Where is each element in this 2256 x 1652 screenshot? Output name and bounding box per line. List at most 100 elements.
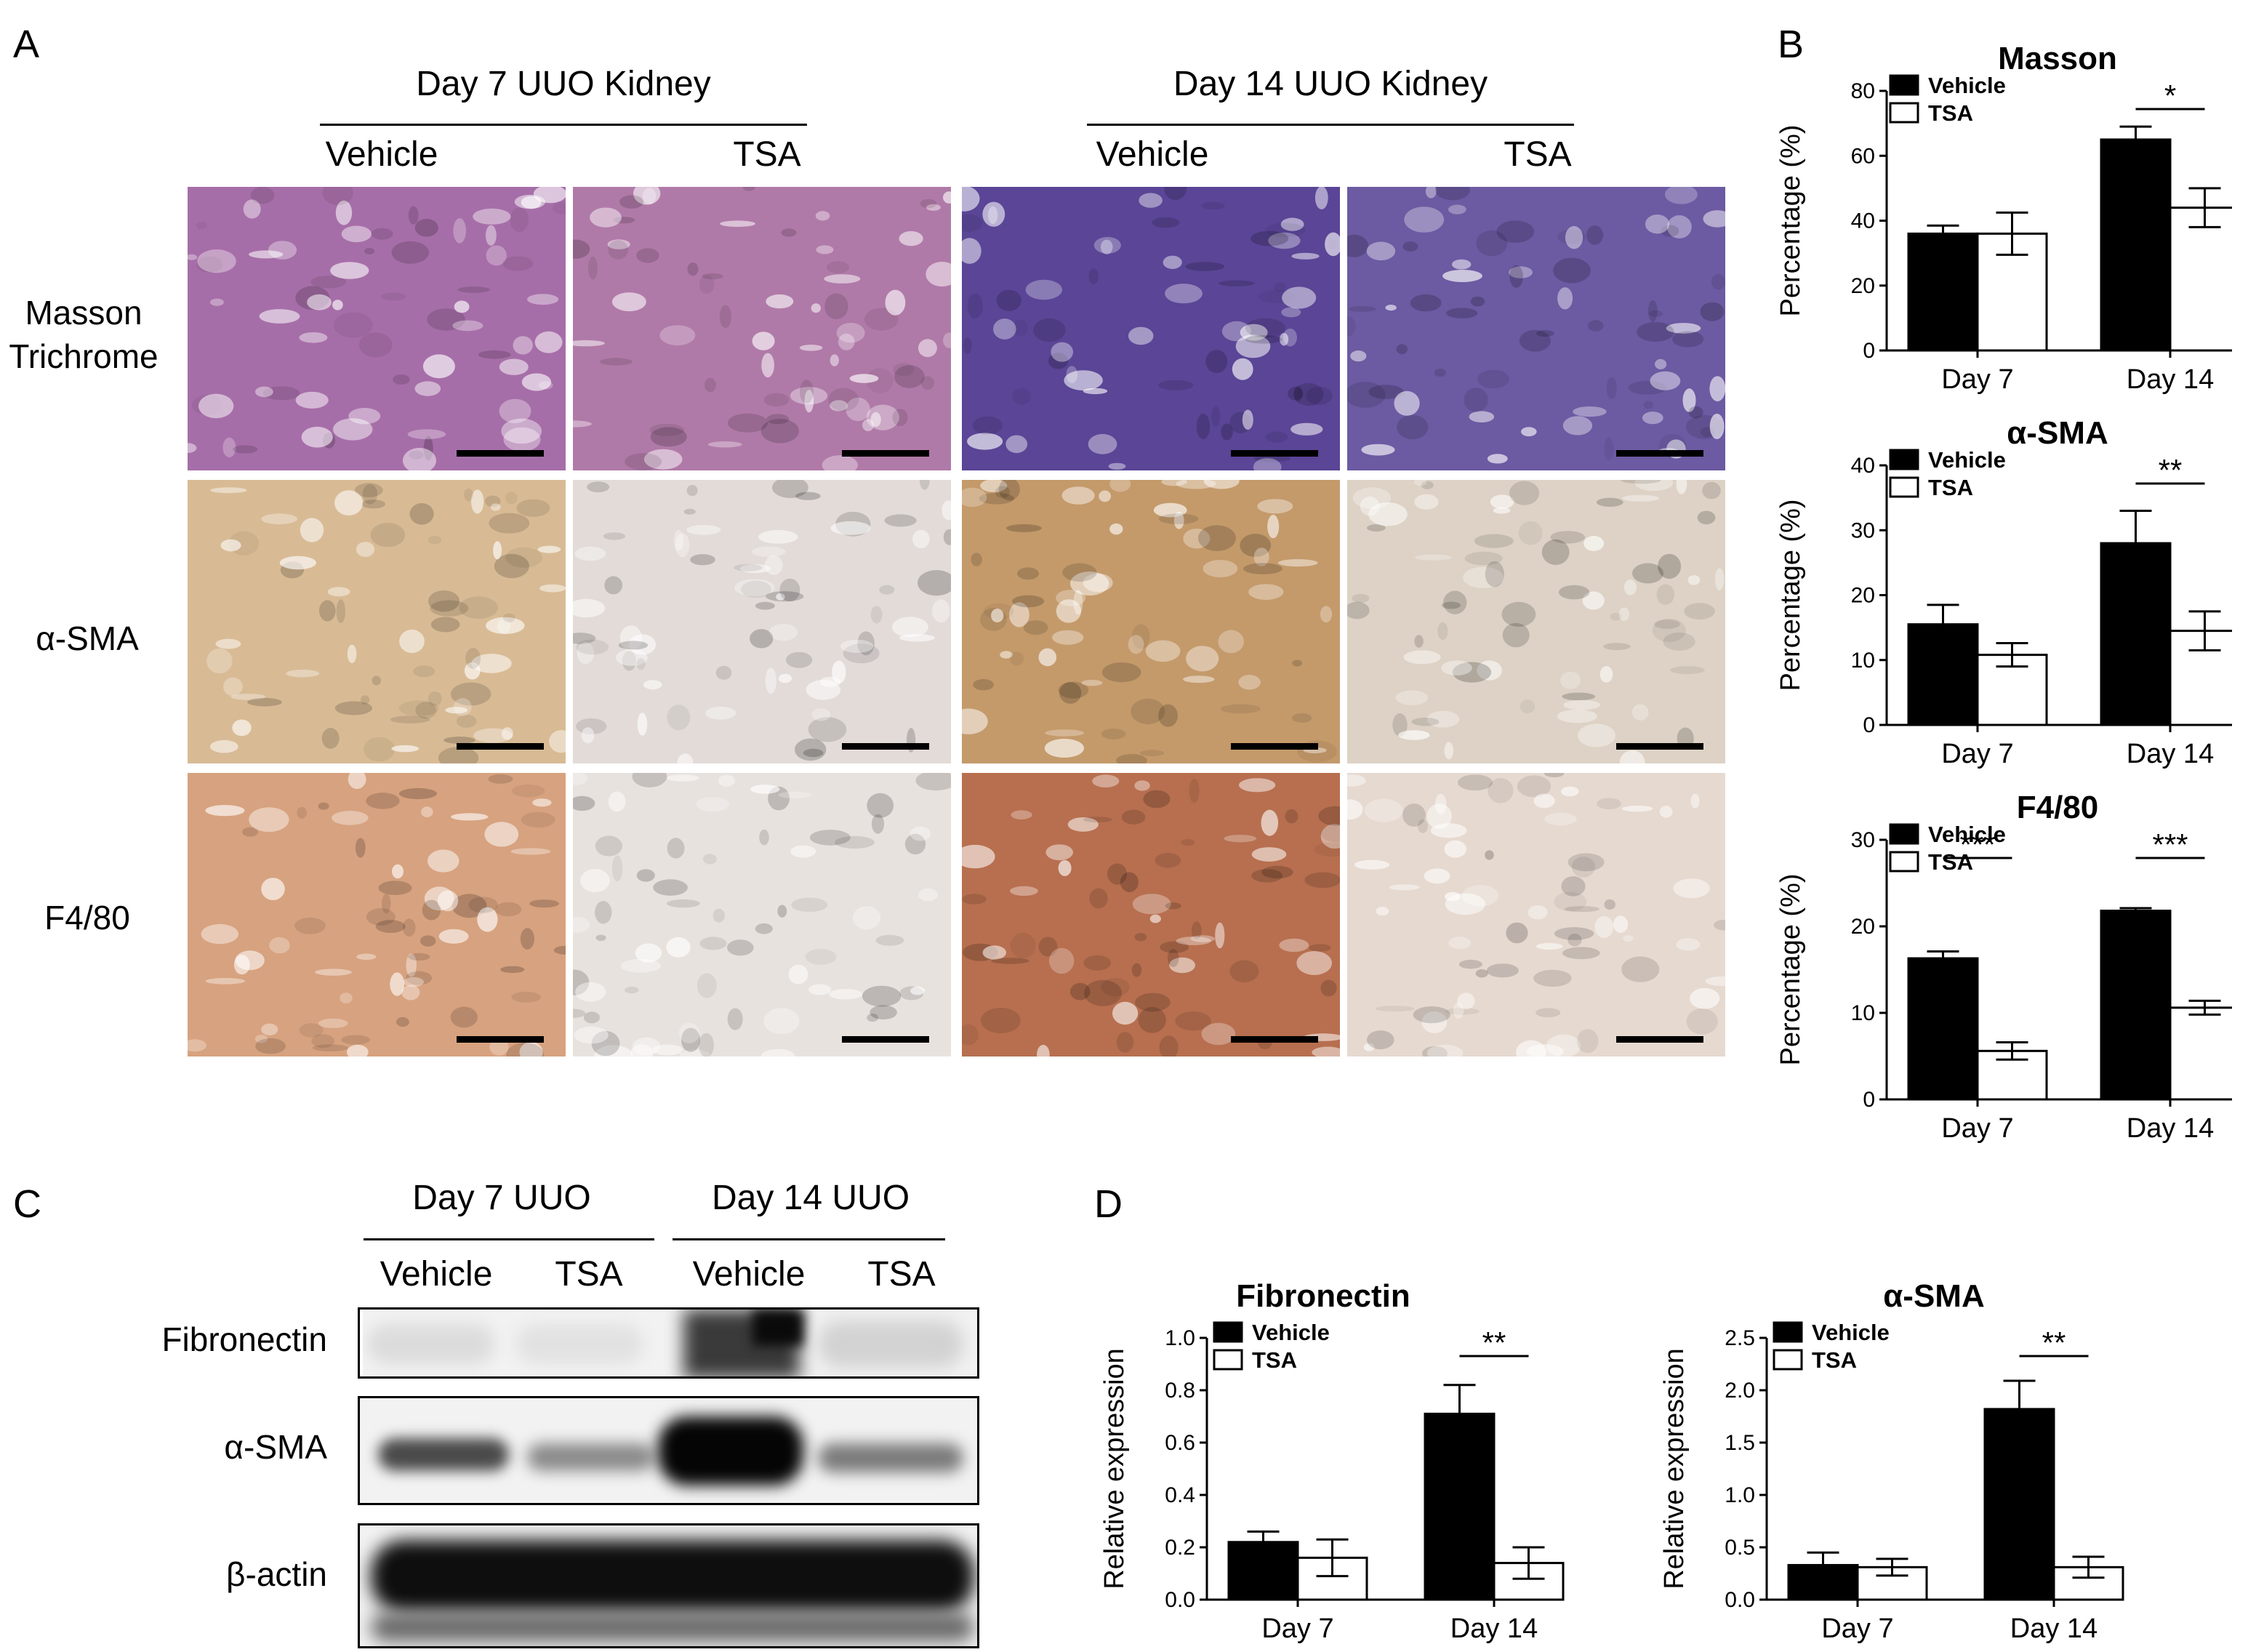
y-tick-label: 0 (1863, 713, 1875, 737)
y-axis-label: Relative expression (1099, 1348, 1130, 1589)
y-tick-label: 40 (1851, 454, 1875, 478)
scale-bar (457, 743, 544, 750)
col-header-tsa-day7: TSA (733, 135, 801, 174)
histology-tile-f480-tsa-day7 (573, 773, 951, 1056)
histology-tile-asma-vehicle-day14 (962, 480, 1340, 763)
y-tick-label: 30 (1851, 828, 1875, 852)
bar-vehicle-day7 (1227, 1541, 1299, 1601)
legend-swatch (1213, 1349, 1243, 1371)
legend-swatch (1773, 1321, 1803, 1343)
y-tick-label: 0.0 (1165, 1588, 1195, 1612)
wb-col-tsa-day7: TSA (555, 1255, 623, 1294)
histology-tile-masson-tsa-day14 (1347, 187, 1725, 470)
y-tick-label: 30 (1851, 518, 1875, 542)
y-tick-label: 0.5 (1725, 1536, 1755, 1560)
y-tick-label: 40 (1851, 209, 1875, 233)
wb-group-rule-day7 (364, 1238, 654, 1240)
scale-bar (1231, 450, 1318, 457)
x-tick-label: Day 7 (1941, 1113, 2013, 1144)
x-tick-label: Day 7 (1941, 364, 2013, 395)
y-tick-label: 0.6 (1165, 1431, 1195, 1455)
chart-f480: F4/80 Percentage (%) 0 10 20 30 Day 7 Day 14 ***… (1775, 790, 2232, 1144)
scale-bar (457, 450, 544, 457)
group-rule-day14 (1087, 124, 1574, 126)
col-header-tsa-day14: TSA (1504, 135, 1572, 174)
x-tick-label: Day 7 (1941, 739, 2013, 769)
y-tick-label: 1.0 (1165, 1326, 1195, 1350)
scale-bar (842, 1036, 929, 1043)
legend-swatch (1889, 449, 1919, 470)
legend-swatch (1889, 74, 1919, 96)
legend-label: TSA (1928, 100, 1973, 126)
bar-tsa-day14 (1493, 1562, 1565, 1601)
significance-stars: *** (1959, 827, 1995, 862)
scale-bar (842, 450, 929, 457)
col-header-vehicle-day7: Vehicle (325, 135, 438, 174)
histology-tile-asma-vehicle-day7 (188, 480, 566, 763)
panel-letter-d: D (1094, 1182, 1123, 1226)
legend-label: Vehicle (1252, 1320, 1330, 1345)
y-tick-label: 20 (1851, 274, 1875, 298)
wb-col-tsa-day14: TSA (867, 1255, 936, 1294)
y-axis-label: Relative expression (1659, 1348, 1690, 1589)
y-tick-label: 1.5 (1725, 1431, 1755, 1455)
blot-label-bactin: β-actin (226, 1555, 327, 1593)
chart-title: α-SMA (2007, 415, 2108, 451)
histology-tile-asma-tsa-day7 (573, 480, 951, 763)
scale-bar (1616, 1036, 1703, 1043)
blot-bactin (358, 1523, 979, 1648)
legend-swatch (1889, 102, 1919, 124)
legend-swatch (1889, 823, 1919, 845)
histology-tile-f480-vehicle-day7 (188, 773, 566, 1056)
scale-bar (1231, 1036, 1318, 1043)
blot-fibronectin (358, 1307, 979, 1379)
wb-group-rule-day14 (673, 1238, 945, 1240)
group-header-day7: Day 7 UUO Kidney (416, 65, 711, 103)
legend-swatch (1889, 476, 1919, 498)
row-label-asma: α-SMA (36, 620, 139, 657)
legend-label: Vehicle (1812, 1320, 1890, 1345)
legend-label: TSA (1812, 1347, 1857, 1373)
bar-tsa-day14 (2169, 1006, 2232, 1101)
bar-vehicle-day7 (1787, 1563, 1859, 1601)
x-tick-label: Day 14 (2127, 1113, 2214, 1144)
significance-stars: ** (1482, 1326, 1506, 1360)
x-tick-label: Day 7 (1821, 1613, 1893, 1644)
legend-swatch (1213, 1321, 1243, 1343)
col-header-vehicle-day14: Vehicle (1096, 135, 1209, 174)
y-tick-label: 2.5 (1725, 1326, 1755, 1350)
significance-stars: ** (2159, 453, 2183, 487)
y-tick-label: 0.8 (1165, 1379, 1195, 1403)
group-header-day14: Day 14 UUO Kidney (1173, 65, 1488, 103)
legend-label: TSA (1252, 1347, 1297, 1373)
y-tick-label: 2.0 (1725, 1379, 1755, 1403)
x-tick-label: Day 14 (2127, 739, 2214, 769)
blot-label-asma: α-SMA (224, 1428, 327, 1466)
bar-vehicle-day7 (1907, 957, 1979, 1101)
row-label-f480: F4/80 (44, 899, 130, 937)
row-label-masson: Masson Trichrome (9, 294, 158, 375)
legend-label: TSA (1928, 475, 1973, 500)
y-tick-label: 20 (1851, 584, 1875, 608)
panel-letter-b: B (1778, 23, 1805, 66)
bar-vehicle-day14 (2100, 910, 2172, 1101)
histology-tile-f480-vehicle-day14 (962, 773, 1340, 1056)
group-rule-day7 (320, 124, 807, 126)
y-tick-label: 0.2 (1165, 1536, 1195, 1560)
chart-title: Fibronectin (1236, 1278, 1410, 1314)
significance-stars: * (2164, 79, 2176, 113)
y-axis-label: Percentage (%) (1775, 873, 1806, 1065)
legend-label: Vehicle (1928, 822, 2006, 847)
wb-col-vehicle-day7: Vehicle (380, 1255, 493, 1294)
scale-bar (1231, 743, 1318, 750)
bar-vehicle-day14 (2100, 138, 2172, 352)
legend-swatch (1773, 1349, 1803, 1371)
significance-stars: *** (2152, 827, 2188, 862)
chart-asma-wb: α-SMA Relative expression 0.0 0.5 1.0 1.5 2.0 2… (1659, 1278, 2124, 1644)
y-tick-label: 1.0 (1725, 1483, 1755, 1507)
y-tick-label: 10 (1851, 649, 1875, 673)
histology-tile-f480-tsa-day14 (1347, 773, 1725, 1056)
chart-title: Masson (1998, 41, 2117, 76)
chart-title: α-SMA (1883, 1278, 1984, 1314)
bar-tsa-day14 (2169, 630, 2232, 726)
